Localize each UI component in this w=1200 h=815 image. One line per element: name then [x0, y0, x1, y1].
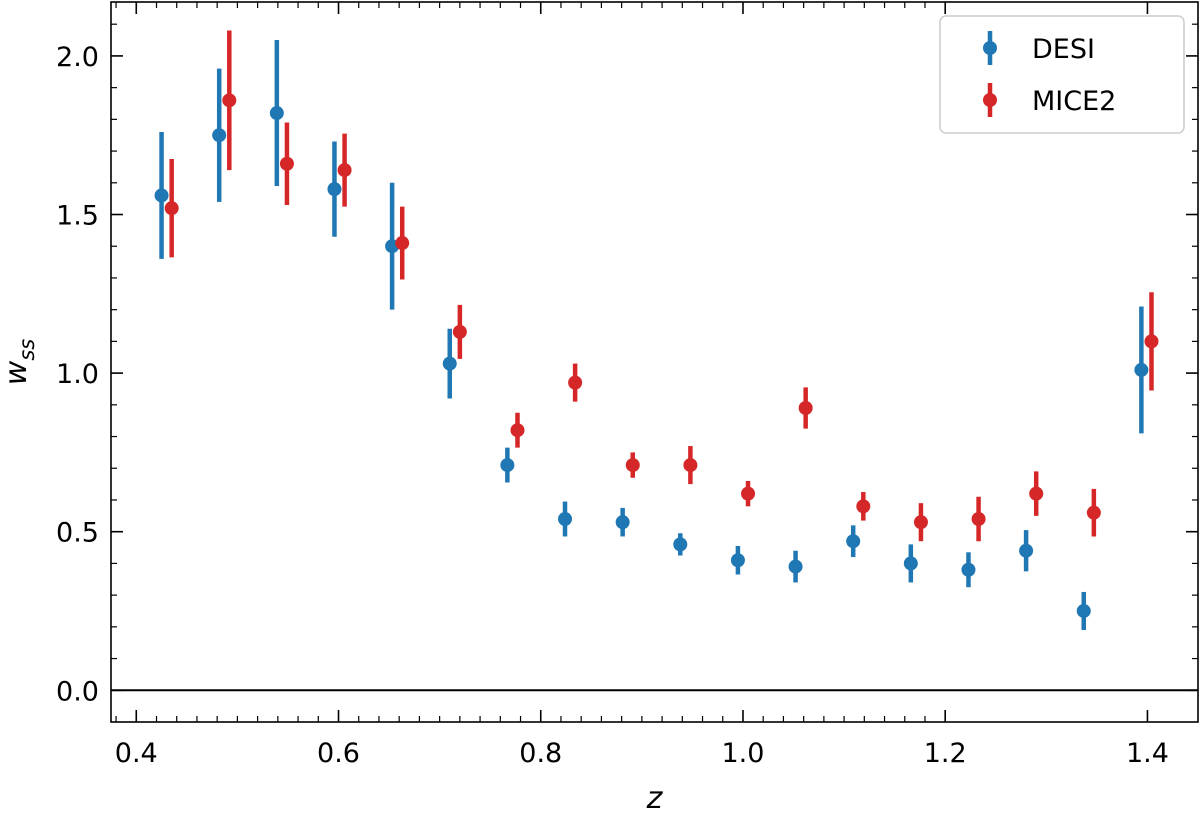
- y-axis-label: wss: [0, 339, 39, 385]
- mice2-point: [164, 201, 179, 216]
- labels-layer: z wss: [0, 339, 664, 815]
- legend-box: [939, 15, 1185, 134]
- y-axis-label-subscript: ss: [15, 339, 39, 361]
- desi-point: [903, 556, 918, 571]
- desi-point: [846, 534, 861, 549]
- x-tick-label: 1.2: [924, 738, 967, 769]
- y-tick-label: 1.5: [56, 201, 99, 232]
- desi-point: [442, 356, 457, 371]
- legend: DESI MICE2: [939, 15, 1185, 134]
- y-tick-label: 1.0: [56, 359, 99, 390]
- x-tick-label: 0.6: [317, 738, 360, 769]
- y-tick-label: 2.0: [56, 42, 99, 73]
- desi-point: [730, 553, 745, 568]
- mice2-point: [452, 324, 467, 339]
- mice2-point: [913, 515, 928, 530]
- data-layer: [154, 30, 1159, 631]
- x-tick-label: 1.0: [722, 738, 765, 769]
- desi-point: [1019, 543, 1034, 558]
- mice2-point: [395, 236, 410, 251]
- mice2-point: [625, 458, 640, 473]
- mice2-point: [971, 512, 986, 527]
- desi-point: [1076, 603, 1091, 618]
- mice2-legend-marker: [983, 93, 997, 107]
- legend-item-desi: DESI: [983, 31, 1095, 65]
- ticks-layer: 0.4 0.6 0.8 1.0 1.2 1.4 0.0 0.5 1.0 1.5 2.0: [56, 2, 1198, 769]
- desi-point: [615, 515, 630, 530]
- mice2-point: [279, 156, 294, 171]
- x-tick-label: 0.4: [115, 738, 158, 769]
- desi-legend-marker: [983, 41, 997, 55]
- mice2-point: [1086, 505, 1101, 520]
- mice2-legend-label: MICE2: [1032, 86, 1116, 117]
- mice2-point: [741, 486, 756, 501]
- desi-point: [673, 537, 688, 552]
- mice2-point: [510, 423, 525, 438]
- series-desi: [154, 40, 1149, 631]
- series-mice2: [164, 30, 1159, 542]
- mice2-point: [1144, 334, 1159, 349]
- desi-legend-label: DESI: [1032, 34, 1095, 65]
- desi-point: [212, 128, 227, 143]
- desi-point: [558, 512, 573, 527]
- desi-point: [788, 559, 803, 574]
- desi-point: [500, 458, 515, 473]
- legend-item-mice2: MICE2: [983, 83, 1116, 117]
- mice2-point: [337, 163, 352, 178]
- y-axis-label-main: w: [0, 360, 34, 385]
- desi-point: [961, 562, 976, 577]
- x-tick-label: 0.8: [519, 738, 562, 769]
- plot-frame: [110, 1, 1199, 723]
- mice2-point: [856, 499, 871, 514]
- desi-point: [269, 106, 284, 121]
- desi-point: [327, 182, 342, 197]
- mice2-point: [683, 458, 698, 473]
- mice2-point: [568, 375, 583, 390]
- x-axis-label: z: [646, 781, 664, 811]
- mice2-point: [222, 93, 237, 108]
- desi-point: [154, 188, 169, 203]
- y-tick-label: 0.0: [56, 676, 99, 707]
- y-tick-label: 0.5: [56, 518, 99, 549]
- desi-point: [1134, 362, 1149, 377]
- x-tick-label: 1.4: [1126, 738, 1169, 769]
- mice2-point: [1029, 486, 1044, 501]
- mice2-point: [798, 400, 813, 415]
